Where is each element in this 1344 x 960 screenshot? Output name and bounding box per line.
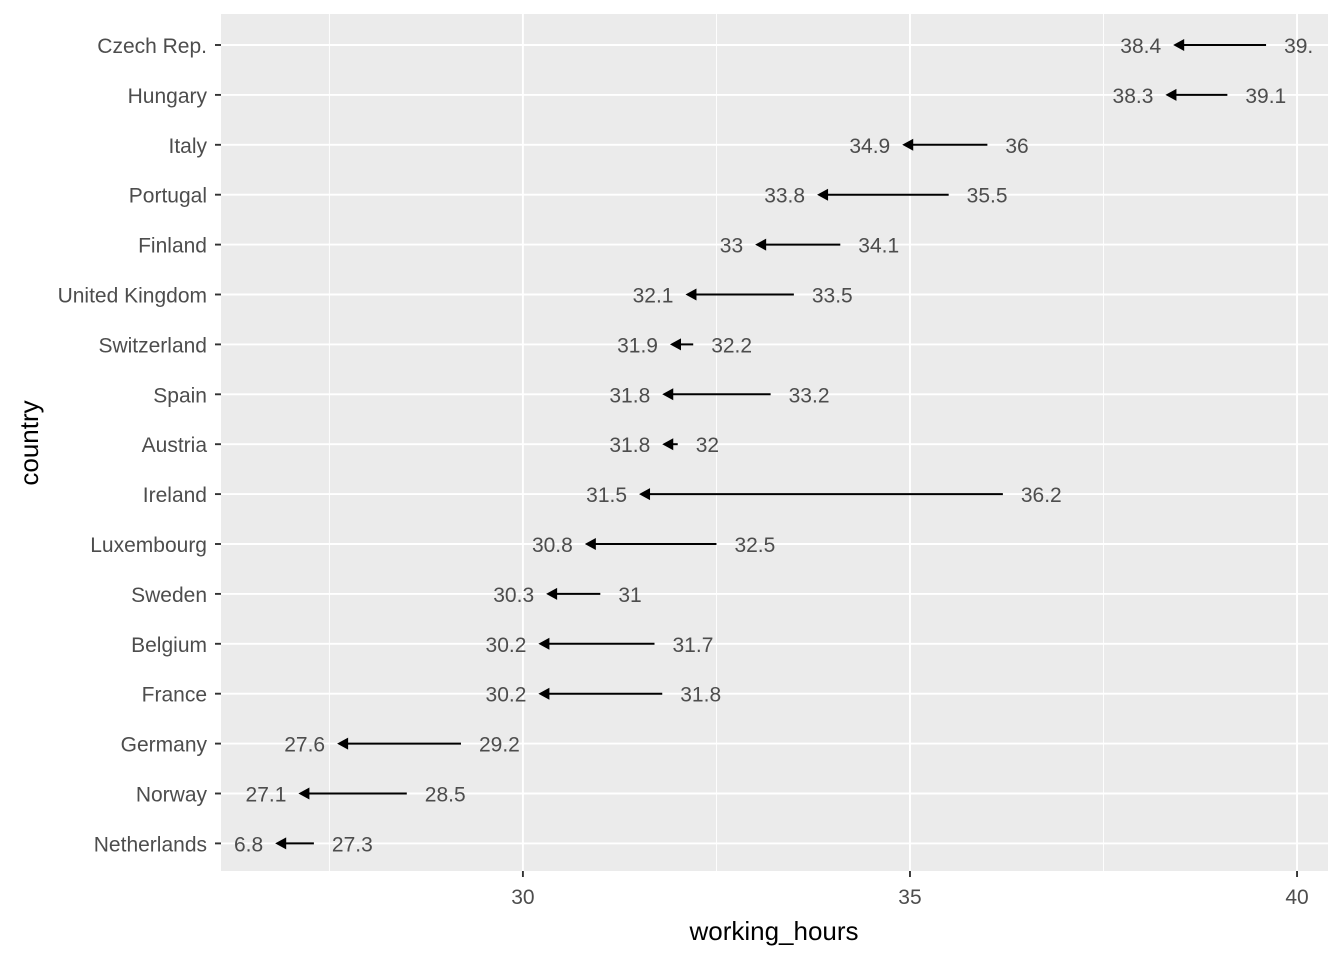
- data-label-from: 36: [1005, 135, 1028, 158]
- arrow-head: [817, 188, 829, 201]
- data-label-to: 33: [720, 235, 743, 258]
- x-tick-label: 40: [1285, 886, 1308, 909]
- y-tick-label: Ireland: [143, 484, 207, 507]
- y-tick-label: France: [142, 684, 207, 707]
- arrow-head: [755, 238, 767, 251]
- data-label-to: 33.8: [764, 185, 805, 208]
- data-label-to: 27.1: [246, 784, 287, 807]
- x-tick-label: 30: [511, 886, 534, 909]
- x-tick-label: 35: [898, 886, 921, 909]
- arrow-head: [275, 837, 287, 850]
- y-tick-label: Norway: [136, 784, 208, 807]
- y-tick-label: Netherlands: [94, 833, 207, 856]
- data-label-to: 31.8: [609, 384, 650, 407]
- y-tick-label: Austria: [142, 434, 208, 457]
- data-label-to: 31.8: [609, 434, 650, 457]
- axis-ticks: 30 35 40 Czech Rep. Hungary Italy Portugal Finl…: [58, 35, 1309, 909]
- data-label-from: 29.2: [479, 734, 520, 757]
- y-tick-label: Switzerland: [98, 334, 207, 357]
- arrow-head: [546, 587, 558, 600]
- y-tick-label: Germany: [121, 734, 208, 757]
- chart-marks: 38.4 39. 38.3 39.1 34.9 36 33.8 35.5 33 34.1 32.1 3…: [234, 35, 1313, 856]
- y-tick-label: Portugal: [129, 185, 207, 208]
- arrow-head: [639, 488, 651, 501]
- data-label-from: 32.2: [711, 334, 752, 357]
- arrow-head: [538, 637, 550, 650]
- y-tick-label: Italy: [168, 135, 207, 158]
- data-label-from: 32.5: [734, 534, 775, 557]
- y-tick-label: United Kingdom: [58, 285, 207, 308]
- data-label-to: 38.3: [1113, 85, 1154, 108]
- y-axis-title: country: [14, 400, 44, 485]
- arrow-head: [538, 687, 550, 700]
- data-label-from: 33.5: [812, 285, 853, 308]
- gridlines: [221, 14, 1328, 871]
- data-label-to: 27.6: [284, 734, 325, 757]
- data-label-from: 33.2: [789, 384, 830, 407]
- data-label-to: 30.2: [486, 684, 527, 707]
- arrow-head: [337, 737, 349, 750]
- y-tick-label: Hungary: [128, 85, 208, 108]
- y-tick-label: Luxembourg: [90, 534, 207, 557]
- arrow-head: [1165, 88, 1177, 101]
- data-label-from: 35.5: [967, 185, 1008, 208]
- arrow-head: [298, 787, 310, 800]
- data-label-to: 6.8: [234, 833, 263, 856]
- data-label-from: 31: [618, 584, 641, 607]
- data-label-from: 34.1: [858, 235, 899, 258]
- data-label-from: 32: [696, 434, 719, 457]
- y-tick-label: Sweden: [131, 584, 207, 607]
- data-label-to: 30.8: [532, 534, 573, 557]
- plot-panel: [221, 14, 1328, 871]
- data-label-from: 39.: [1284, 35, 1313, 58]
- data-label-from: 31.8: [680, 684, 721, 707]
- y-tick-label: Czech Rep.: [97, 35, 207, 58]
- arrow-head: [902, 138, 914, 151]
- data-label-to: 32.1: [633, 285, 674, 308]
- y-tick-label: Finland: [138, 235, 207, 258]
- data-label-from: 39.1: [1245, 85, 1286, 108]
- arrow-head: [584, 538, 596, 550]
- data-label-to: 30.3: [493, 584, 534, 607]
- data-label-from: 31.7: [673, 634, 714, 657]
- arrow-head: [685, 288, 697, 301]
- data-label-to: 31.9: [617, 334, 658, 357]
- data-label-from: 28.5: [425, 784, 466, 807]
- x-axis-title: working_hours: [688, 916, 858, 946]
- arrow-head: [662, 438, 674, 451]
- data-label-to: 30.2: [486, 634, 527, 657]
- data-label-from: 27.3: [332, 833, 373, 856]
- y-tick-label: Belgium: [131, 634, 207, 657]
- data-label-to: 34.9: [849, 135, 890, 158]
- data-label-to: 38.4: [1120, 35, 1161, 58]
- data-label-from: 36.2: [1021, 484, 1062, 507]
- arrow-head: [662, 388, 674, 401]
- data-label-to: 31.5: [586, 484, 627, 507]
- y-tick-label: Spain: [153, 384, 207, 407]
- arrow-head: [1173, 39, 1185, 51]
- arrow-head: [669, 338, 681, 351]
